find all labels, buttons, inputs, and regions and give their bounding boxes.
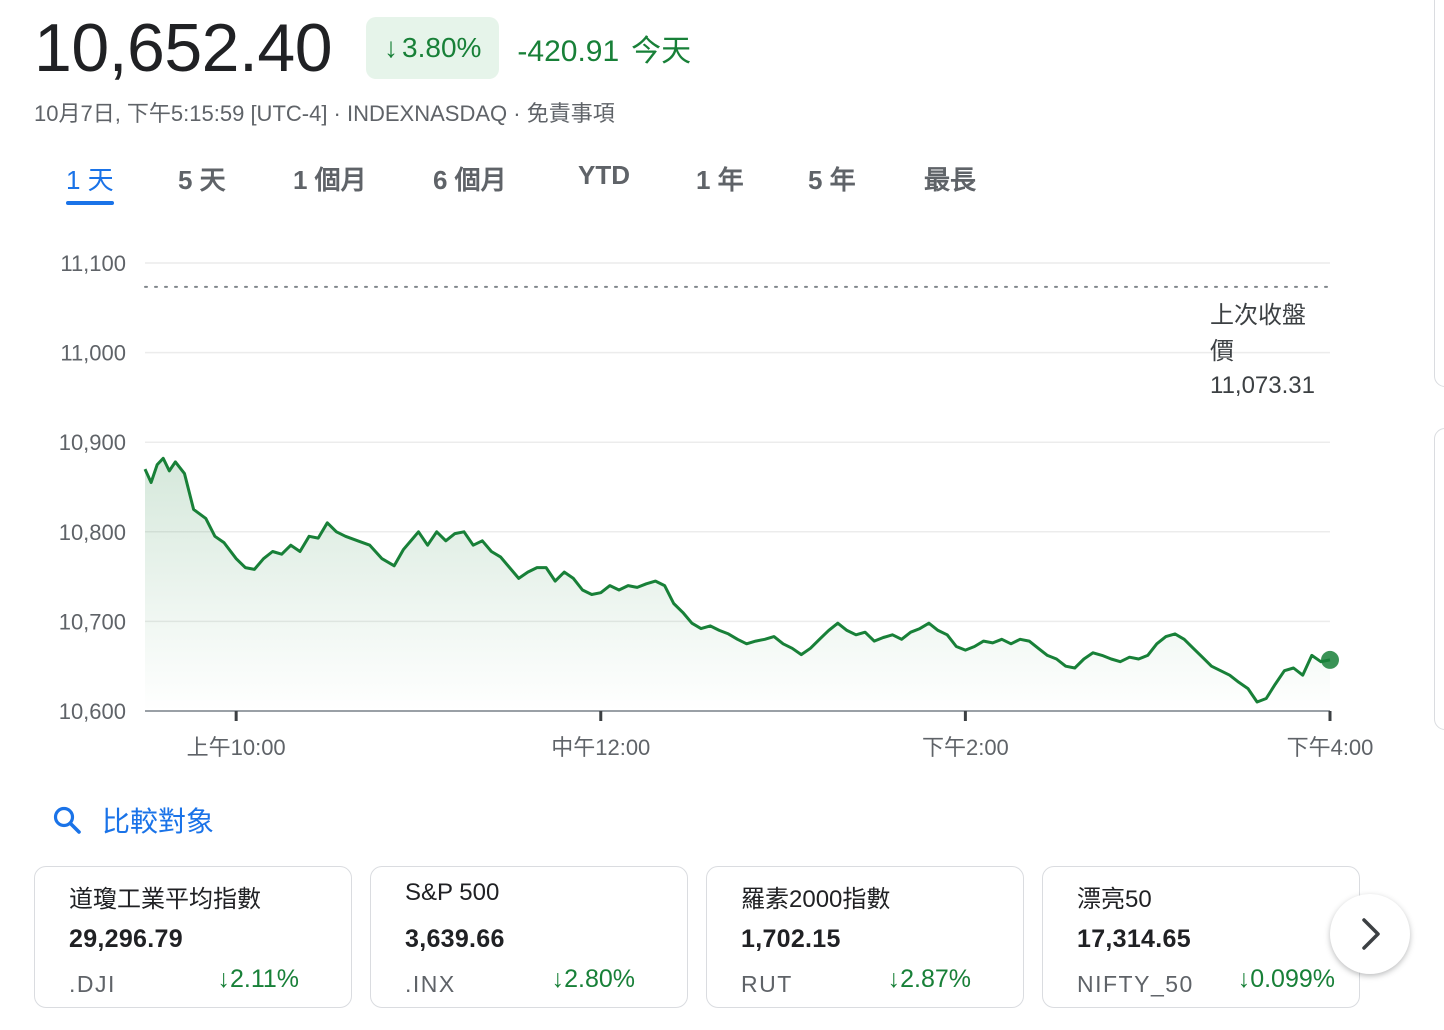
x-tick-label: 下午2:00: [922, 735, 1009, 760]
down-arrow-icon: ↓: [217, 965, 230, 993]
index-change-percent: 0.099%: [1250, 965, 1335, 993]
index-change-percent: 2.87%: [900, 965, 971, 993]
side-panel-edge: [1434, 428, 1444, 730]
next-cards-button[interactable]: [1330, 894, 1410, 974]
y-tick-label: 10,700: [59, 609, 126, 634]
index-card-rut[interactable]: 羅素2000指數 1,702.15 RUT ↓2.87%: [706, 866, 1024, 1008]
tab-6m[interactable]: 6 個月: [433, 165, 507, 195]
tab-1m[interactable]: 1 個月: [293, 165, 367, 195]
current-price: 10,652.40: [34, 10, 333, 86]
down-arrow-icon: ↓: [551, 965, 565, 993]
x-tick-label: 上午10:00: [187, 735, 286, 760]
tab-1d[interactable]: 1 天: [66, 160, 114, 207]
index-change: ↓2.87%: [888, 965, 971, 994]
index-name: 漂亮50: [1077, 886, 1152, 913]
x-axis: 上午10:00 中午12:00 下午2:00 下午4:00: [187, 711, 1374, 760]
tab-5y[interactable]: 5 年: [808, 165, 856, 195]
y-tick-label: 10,800: [59, 520, 126, 545]
index-card-dji[interactable]: 道瓊工業平均指數 29,296.79 .DJI ↓2.11%: [34, 866, 352, 1008]
index-symbol: RUT: [741, 971, 793, 997]
index-change-percent: 2.80%: [564, 965, 635, 993]
down-arrow-icon: ↓: [1237, 965, 1251, 993]
change-amount: -420.91: [517, 35, 620, 68]
previous-close-value: 11,073.31: [1210, 372, 1315, 399]
previous-close-label-cont: 價: [1210, 338, 1234, 365]
y-tick-label: 11,000: [60, 341, 126, 366]
index-change-percent: 2.11%: [229, 965, 299, 993]
latest-price-dot: [1321, 650, 1339, 669]
index-name: S&P 500: [405, 879, 500, 906]
y-tick-label: 10,900: [59, 430, 126, 455]
index-value: 1,702.15: [741, 925, 841, 953]
tab-ytd[interactable]: YTD: [578, 160, 630, 190]
change-amount-row: -420.91 今天: [517, 26, 691, 70]
compare-button[interactable]: 比較對象: [52, 800, 214, 840]
y-tick-label: 10,600: [59, 699, 126, 724]
index-value: 3,639.66: [405, 925, 505, 953]
down-arrow-icon: ↓: [384, 32, 399, 63]
price-chart[interactable]: 11,100 11,000 10,900 10,800 10,700 10,600 上午1…: [0, 230, 1444, 770]
index-change: ↓2.11%: [217, 965, 299, 994]
side-panel-edge: [1434, 0, 1444, 387]
index-symbol: .INX: [405, 971, 456, 997]
index-value: 17,314.65: [1077, 925, 1191, 953]
quote-header: 10,652.40 ↓ 3.80% -420.91 今天: [34, 10, 691, 86]
index-symbol: NIFTY_50: [1077, 971, 1194, 997]
tab-1y[interactable]: 1 年: [696, 165, 744, 195]
change-period: 今天: [631, 35, 692, 68]
index-card-inx[interactable]: S&P 500 3,639.66 .INX ↓2.80%: [370, 866, 688, 1008]
quote-meta: 10月7日, 下午5:15:59 [UTC-4] · INDEXNASDAQ ·…: [34, 101, 615, 126]
index-change: ↓0.099%: [1238, 965, 1335, 994]
chevron-right-icon: [1362, 918, 1380, 950]
price-area: [145, 458, 1330, 711]
index-name: 羅素2000指數: [741, 886, 891, 913]
change-percent-badge: ↓ 3.80%: [366, 17, 500, 79]
index-change: ↓2.80%: [552, 965, 635, 994]
x-tick-label: 中午12:00: [551, 735, 650, 760]
previous-close-label: 上次收盤: [1210, 302, 1306, 329]
index-name: 道瓊工業平均指數: [69, 886, 261, 913]
x-tick-label: 下午4:00: [1287, 735, 1374, 760]
search-icon: [53, 806, 81, 834]
tab-max[interactable]: 最長: [924, 165, 977, 195]
change-percent: 3.80%: [402, 32, 482, 63]
tab-5d[interactable]: 5 天: [178, 165, 226, 195]
index-symbol: .DJI: [69, 971, 116, 997]
price-line: [143, 456, 1331, 704]
y-tick-label: 11,100: [60, 251, 126, 276]
compare-label: 比較對象: [102, 806, 215, 837]
index-value: 29,296.79: [69, 925, 183, 953]
y-axis-labels: 11,100 11,000 10,900 10,800 10,700 10,600: [59, 251, 126, 724]
index-card-nifty[interactable]: 漂亮50 17,314.65 NIFTY_50 ↓0.099%: [1042, 866, 1360, 1008]
down-arrow-icon: ↓: [887, 965, 901, 993]
